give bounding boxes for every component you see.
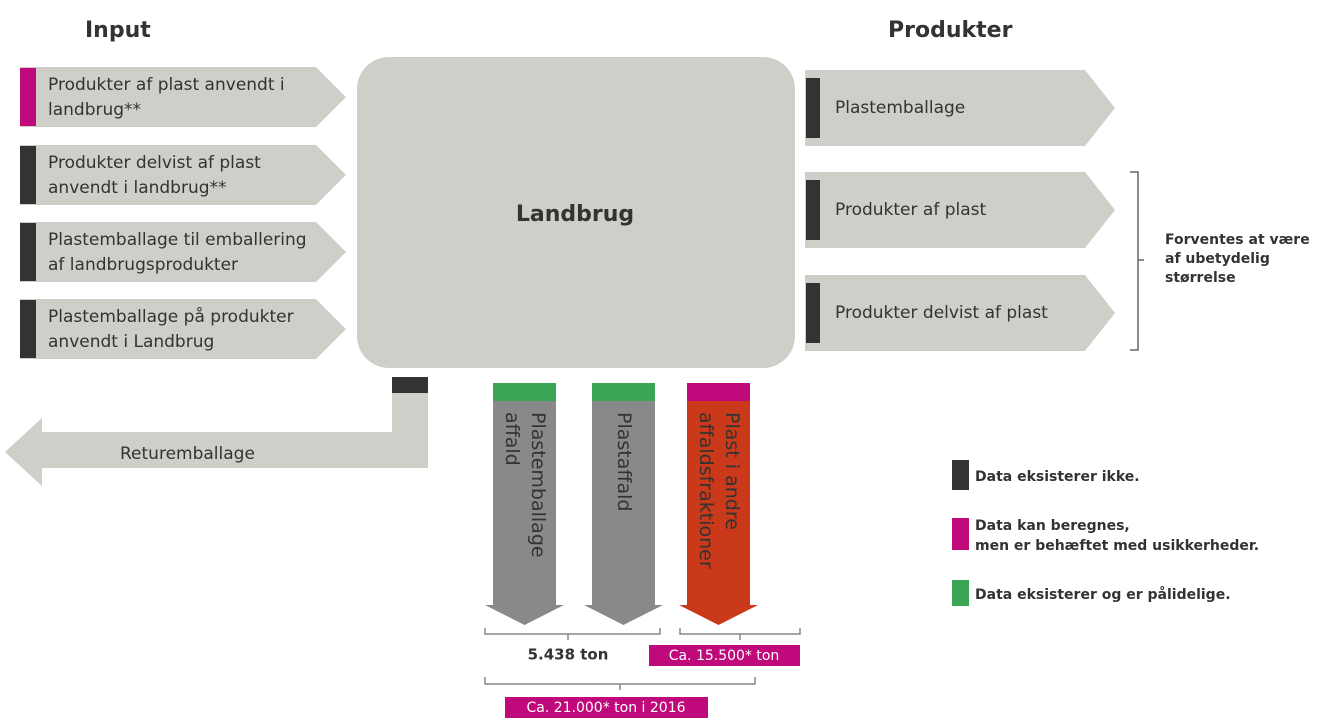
center-box	[357, 57, 795, 368]
input-arrow	[20, 299, 346, 359]
input-label: landbrug**	[48, 100, 141, 120]
waste-arrow	[679, 401, 758, 625]
status-bar	[20, 223, 36, 281]
input-label: Produkter delvist af plast	[48, 153, 261, 173]
amount-bg	[649, 645, 800, 666]
status-bar	[392, 377, 428, 393]
waste-arrow	[485, 401, 564, 625]
amount-label: Ca. 21.000* ton i 2016	[526, 700, 685, 716]
legend-label: Data eksisterer ikke.	[975, 469, 1140, 485]
center-label: Landbrug	[516, 202, 634, 227]
legend-label: Data kan beregnes,	[975, 518, 1130, 534]
legend-swatch	[952, 580, 969, 606]
input-label: Plastemballage til emballering	[48, 230, 307, 250]
input-label: anvendt i Landbrug	[48, 332, 214, 352]
status-bar	[20, 68, 36, 126]
waste-label: Plastaffald	[613, 412, 635, 511]
input-label: anvendt i landbrug**	[48, 178, 227, 198]
status-bar	[687, 383, 750, 401]
input-label: Plastemballage på produkter	[48, 306, 294, 327]
bracket	[1130, 171, 1144, 351]
amount-brackets	[484, 628, 801, 690]
output-label: Produkter af plast	[835, 200, 986, 220]
status-bar	[592, 383, 655, 401]
legend-label: Data eksisterer og er pålidelige.	[975, 586, 1231, 603]
return-label: Returemballage	[120, 444, 255, 464]
output-label: Plastemballage	[835, 98, 965, 118]
note-line: af ubetydelig	[1165, 251, 1270, 267]
output-arrow	[805, 172, 1115, 248]
note-line: Forventes at være	[1165, 232, 1310, 248]
status-bar	[493, 383, 556, 401]
amount-bg	[505, 697, 708, 718]
status-bar	[20, 146, 36, 204]
heading-output: Produkter	[888, 18, 1013, 43]
status-bar	[806, 78, 820, 138]
amount-label: 5.438 ton	[528, 646, 609, 664]
waste-label: affaldsfraktioner	[695, 412, 717, 569]
waste-label: Plast i andre	[721, 412, 743, 530]
input-arrow	[20, 145, 346, 205]
waste-label: affald	[501, 412, 523, 466]
waste-label: Plastemballage	[527, 412, 549, 558]
legend-swatch	[952, 518, 969, 550]
legend-label: men er behæftet med usikkerheder.	[975, 538, 1259, 554]
waste-arrow	[584, 401, 663, 625]
input-label: Produkter af plast anvendt i	[48, 75, 285, 95]
amount-label: Ca. 15.500* ton	[669, 648, 780, 664]
status-bar	[20, 300, 36, 358]
input-arrow	[20, 222, 346, 282]
status-bar	[806, 283, 820, 343]
output-arrow	[805, 70, 1115, 146]
output-label: Produkter delvist af plast	[835, 303, 1048, 323]
output-arrow	[805, 275, 1115, 351]
input-arrow	[20, 67, 346, 127]
note-line: størrelse	[1165, 270, 1236, 286]
input-label: af landbrugsprodukter	[48, 255, 238, 275]
status-bar	[806, 180, 820, 240]
heading-input: Input	[85, 18, 151, 43]
return-arrow	[5, 393, 428, 486]
legend-swatch	[952, 460, 969, 490]
